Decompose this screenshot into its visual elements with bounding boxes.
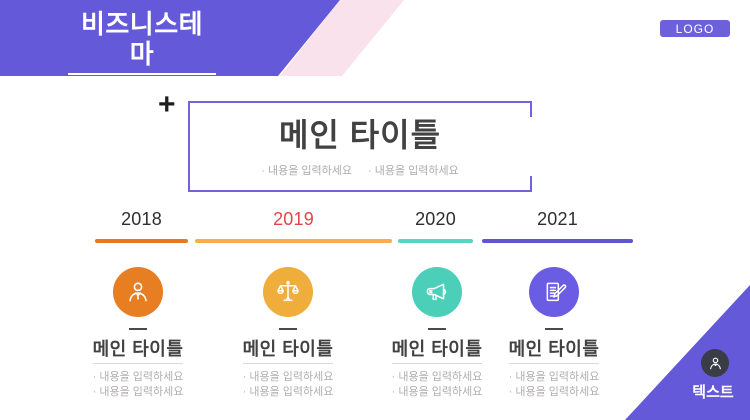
placeholder-text[interactable]: · 내용을 입력하세요 — [368, 165, 459, 177]
column-placeholders: · 내용을 입력하세요 · 내용을 입력하세요 — [509, 370, 600, 400]
timeline-column-2: 메인 타이틀 · 내용을 입력하세요 · 내용을 입력하세요 — [223, 267, 353, 400]
dash-divider — [545, 328, 563, 330]
header-band — [0, 0, 340, 76]
column-placeholders: · 내용을 입력하세요 · 내용을 입력하세요 — [243, 370, 334, 400]
box-corner-stub-bottom — [530, 176, 532, 192]
header-title[interactable]: 비즈니스테마 — [68, 9, 216, 75]
column-placeholders: · 내용을 입력하세요 · 내용을 입력하세요 — [93, 370, 184, 400]
year-label[interactable]: 2021 — [537, 209, 578, 229]
person-icon — [701, 349, 729, 377]
logo-badge[interactable]: LOGO — [660, 20, 730, 37]
timeline-bar — [95, 239, 188, 243]
column-title[interactable]: 메인 타이틀 — [92, 340, 184, 364]
placeholder-text[interactable]: · 내용을 입력하세요 — [261, 165, 352, 177]
placeholder-text[interactable]: · 내용을 입력하세요 — [92, 371, 184, 383]
main-title-placeholders: · 내용을 입력하세요 · 내용을 입력하세요 — [190, 164, 530, 178]
timeline-item-2019: 2019 — [195, 209, 392, 243]
placeholder-text[interactable]: · 내용을 입력하세요 — [391, 371, 483, 383]
timeline-column-4: 메인 타이틀 · 내용을 입력하세요 · 내용을 입력하세요 — [489, 267, 619, 400]
timeline-item-2018: 2018 — [95, 209, 188, 243]
placeholder-text[interactable]: · 내용을 입력하세요 — [242, 371, 334, 383]
businessman-icon — [113, 267, 163, 317]
placeholder-text[interactable]: · 내용을 입력하세요 — [92, 386, 184, 398]
main-title-box: 메인 타이틀 · 내용을 입력하세요 · 내용을 입력하세요 — [188, 101, 532, 192]
document-pen-icon — [529, 267, 579, 317]
box-corner-stub-top — [530, 101, 532, 117]
timeline-column-3: 메인 타이틀 · 내용을 입력하세요 · 내용을 입력하세요 — [372, 267, 502, 400]
plus-decoration: + — [158, 88, 176, 121]
column-title[interactable]: 메인 타이틀 — [242, 340, 334, 364]
timeline-item-2021: 2021 — [482, 209, 633, 243]
column-title[interactable]: 메인 타이틀 — [508, 340, 600, 364]
main-title[interactable]: 메인 타이틀 — [278, 117, 442, 153]
header-subtitle: PRESENTATION TEMPLATE — [95, 80, 189, 105]
corner-triangle: 텍스트 — [625, 285, 750, 420]
timeline-bar — [398, 239, 473, 243]
year-label[interactable]: 2019 — [273, 209, 314, 229]
column-placeholders: · 내용을 입력하세요 · 내용을 입력하세요 — [392, 370, 483, 400]
timeline-bar — [195, 239, 392, 243]
corner-label[interactable]: 텍스트 — [692, 384, 734, 401]
timeline-item-2020: 2020 — [398, 209, 473, 243]
dash-divider — [279, 328, 297, 330]
placeholder-text[interactable]: · 내용을 입력하세요 — [391, 386, 483, 398]
year-label[interactable]: 2018 — [121, 209, 162, 229]
timeline-column-1: 메인 타이틀 · 내용을 입력하세요 · 내용을 입력하세요 — [73, 267, 203, 400]
timeline-bar — [482, 239, 633, 243]
dash-divider — [428, 328, 446, 330]
placeholder-text[interactable]: · 내용을 입력하세요 — [508, 371, 600, 383]
placeholder-text[interactable]: · 내용을 입력하세요 — [242, 386, 334, 398]
year-label[interactable]: 2020 — [415, 209, 456, 229]
scales-icon — [263, 267, 313, 317]
column-title[interactable]: 메인 타이틀 — [391, 340, 483, 364]
megaphone-icon — [412, 267, 462, 317]
dash-divider — [129, 328, 147, 330]
placeholder-text[interactable]: · 내용을 입력하세요 — [508, 386, 600, 398]
header-text-block: 비즈니스테마 PRESENTATION TEMPLATE — [68, 9, 216, 106]
